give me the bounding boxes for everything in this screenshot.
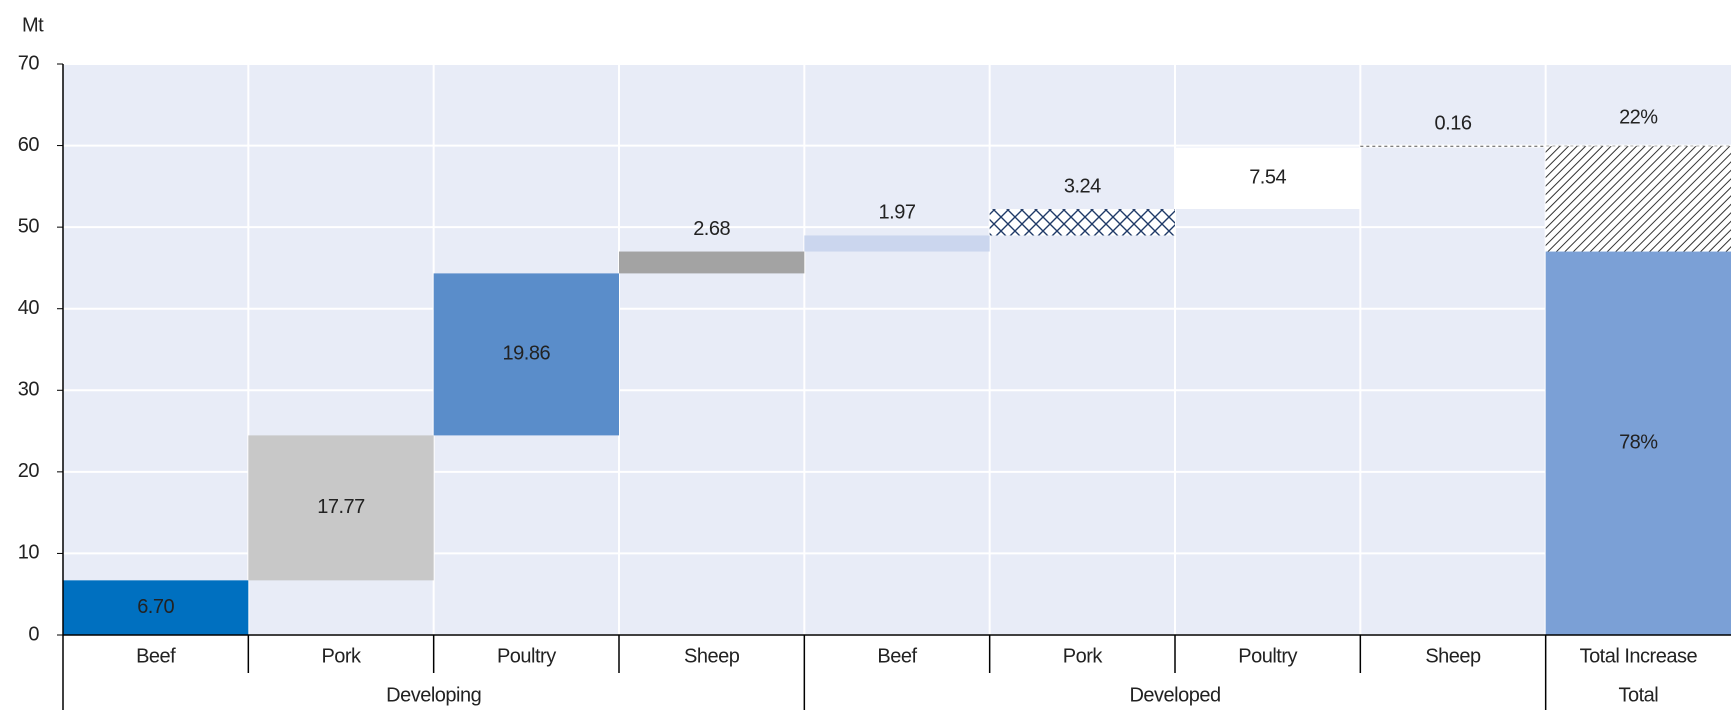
group-label: Developed — [1129, 684, 1220, 706]
bar — [248, 435, 434, 581]
bar — [989, 209, 1175, 236]
y-tick-label: 60 — [18, 134, 40, 156]
x-tick-label: Beef — [136, 645, 176, 667]
bar — [433, 273, 619, 436]
total-label: 78% — [1619, 432, 1658, 454]
y-tick-label: 40 — [18, 297, 40, 319]
y-tick-label: 20 — [18, 460, 40, 482]
y-tick-label: 50 — [18, 215, 40, 237]
value-label: 19.86 — [503, 343, 551, 365]
y-tick-label: 0 — [28, 623, 39, 645]
value-label: 3.24 — [1064, 175, 1101, 197]
x-tick-label: Sheep — [1425, 645, 1481, 667]
value-label: 6.70 — [137, 596, 174, 618]
x-tick-label: Sheep — [684, 645, 740, 667]
x-tick-label: Total Increase — [1580, 645, 1698, 667]
total-bar — [1545, 146, 1731, 252]
y-tick-label: 70 — [18, 52, 40, 74]
x-tick-label: Pork — [321, 645, 362, 667]
bar — [619, 251, 805, 274]
y-tick-label: 30 — [18, 379, 40, 401]
x-tick-label: Pork — [1063, 645, 1104, 667]
value-label: 0.16 — [1435, 113, 1472, 135]
bar — [1360, 146, 1546, 148]
value-label: 1.97 — [879, 202, 916, 224]
group-label: Developing — [386, 684, 481, 706]
total-label: 22% — [1619, 107, 1658, 129]
total-bar — [1545, 251, 1731, 635]
y-tick-label: 10 — [18, 542, 40, 564]
group-label: Total — [1618, 684, 1658, 706]
x-tick-label: Poultry — [497, 645, 556, 667]
x-tick-label: Poultry — [1238, 645, 1297, 667]
y-axis-label: Mt — [22, 14, 44, 36]
value-label: 7.54 — [1249, 167, 1286, 189]
value-label: 2.68 — [693, 218, 730, 240]
bar — [804, 235, 990, 252]
bar — [63, 580, 249, 635]
bar — [1175, 147, 1361, 210]
x-tick-label: Beef — [877, 645, 917, 667]
value-label: 17.77 — [317, 496, 365, 518]
